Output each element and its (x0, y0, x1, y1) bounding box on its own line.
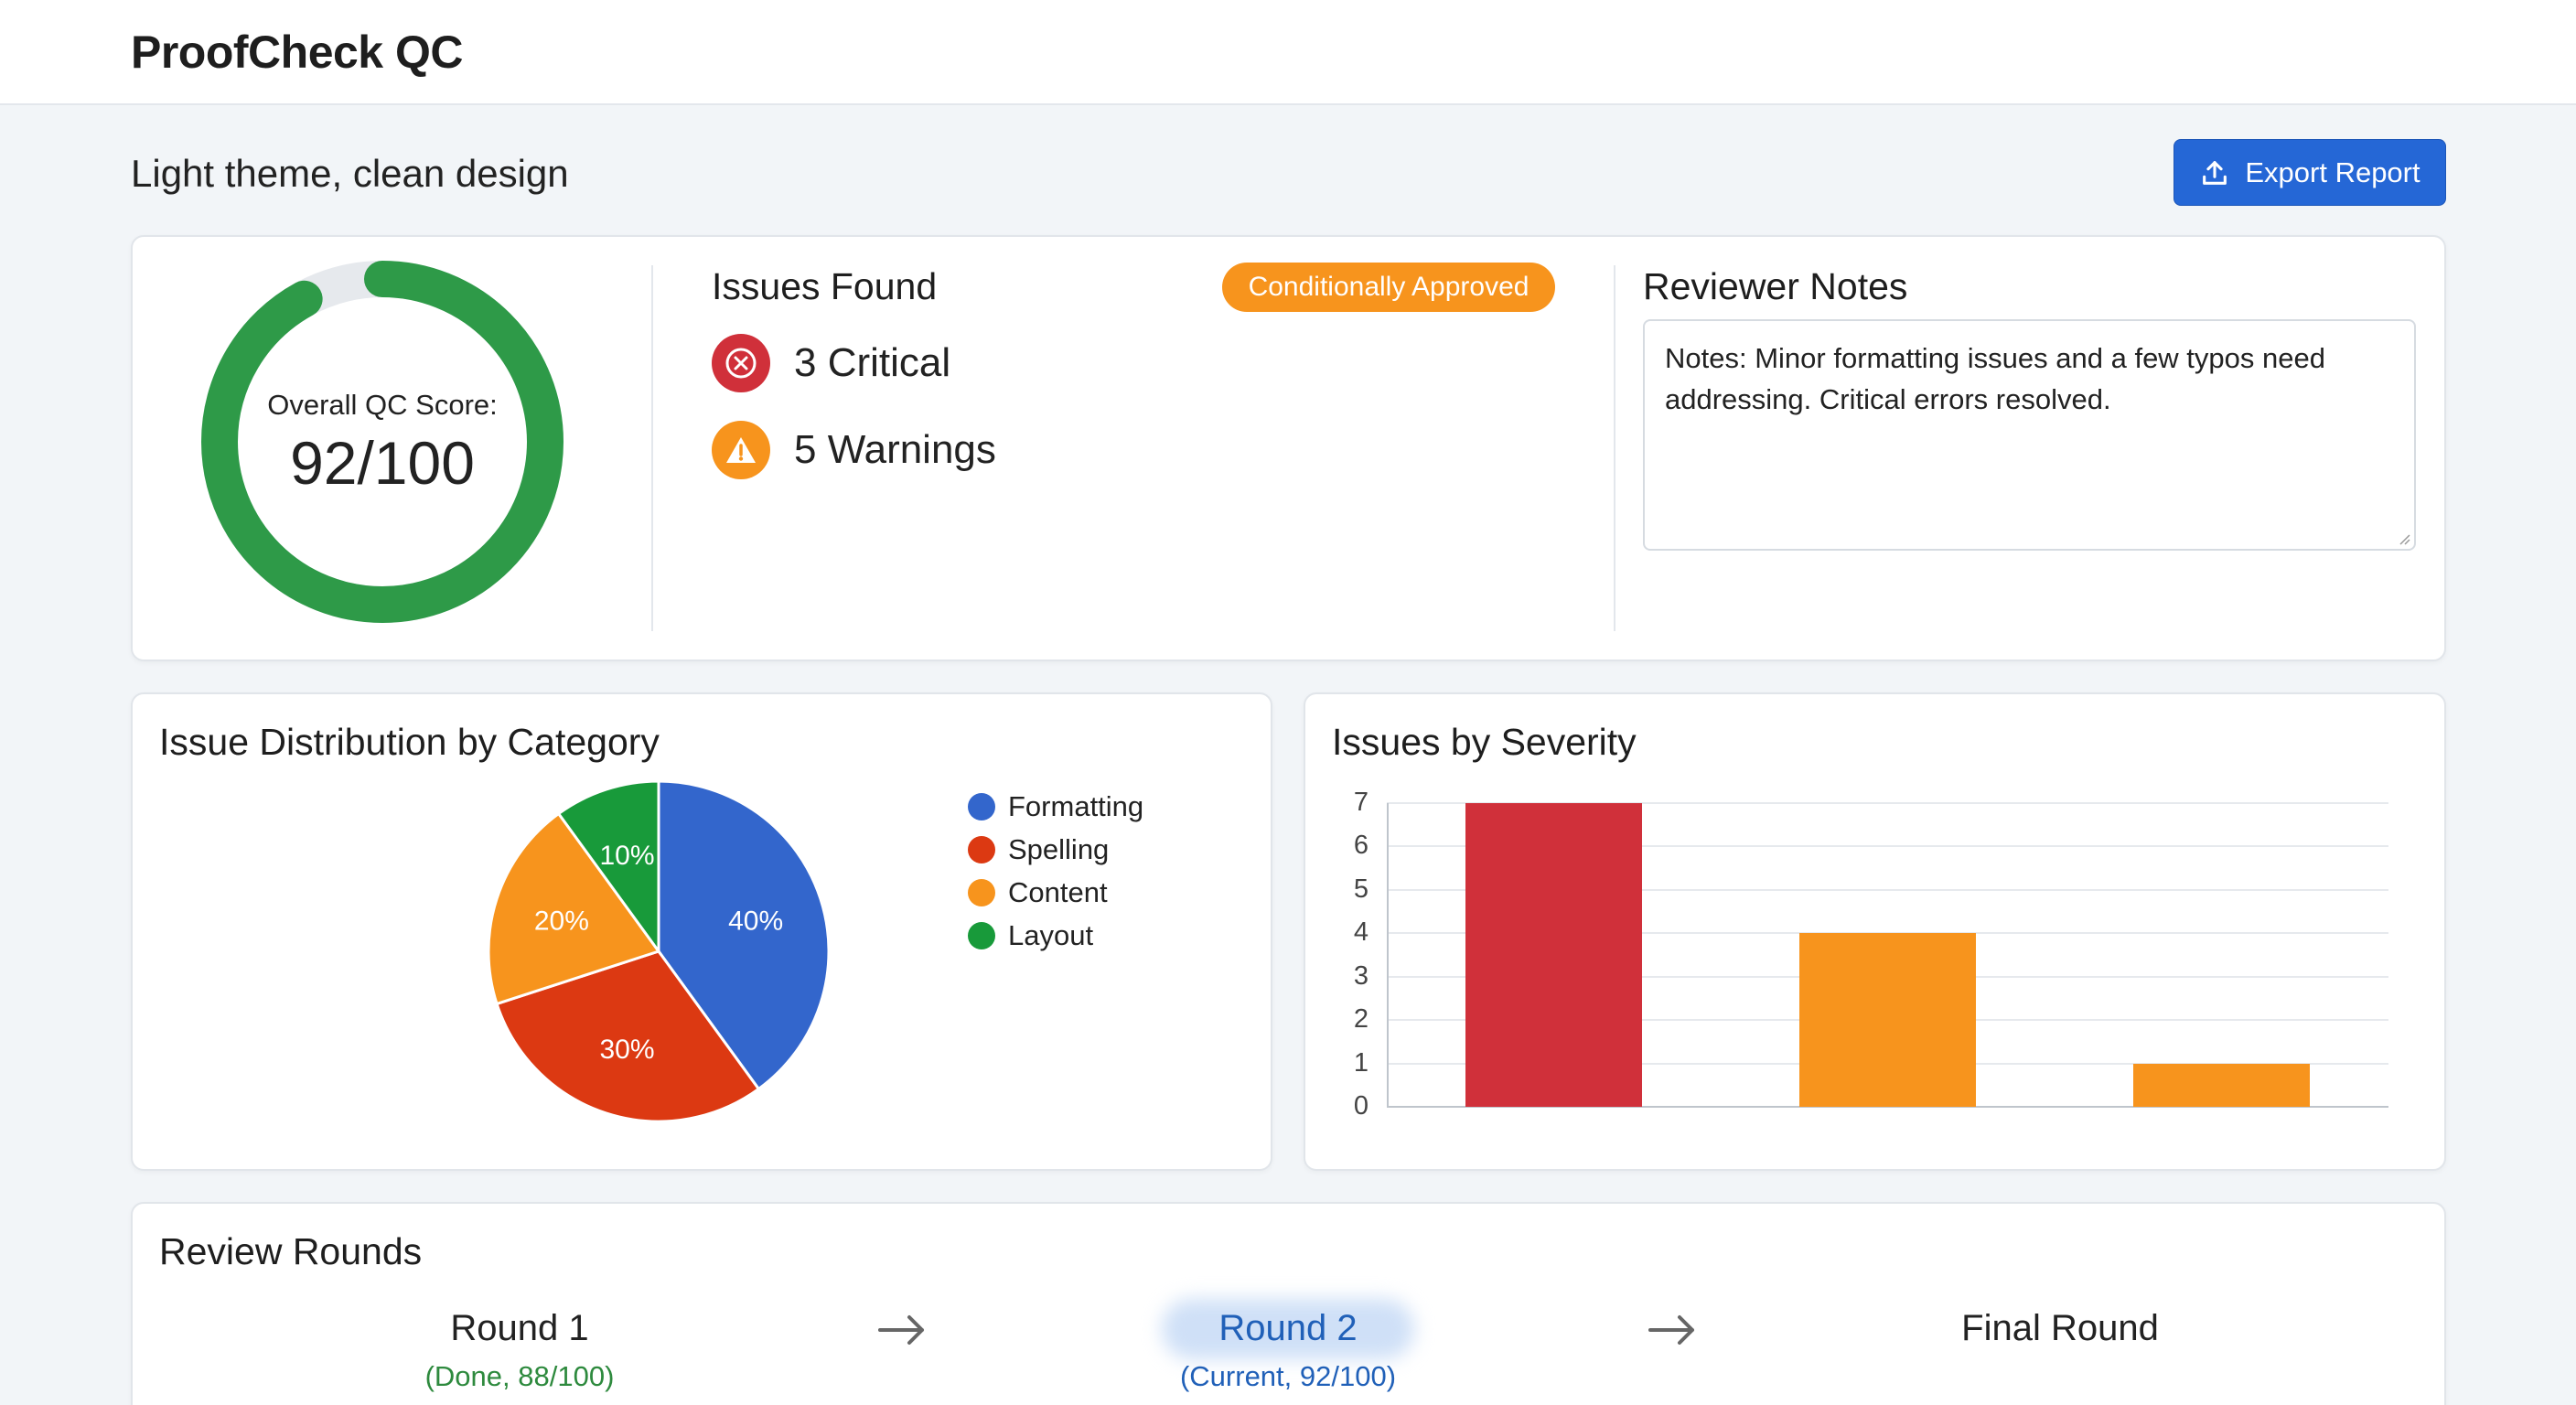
severity-bar (2132, 1063, 2311, 1107)
arrow-right-icon (1648, 1315, 1694, 1345)
legend-item-content: Content (968, 871, 1143, 914)
round-1-status: (Done, 88/100) (424, 1360, 615, 1392)
pie-label-formatting: 40% (728, 906, 783, 937)
y-tick-label: 2 (1353, 1004, 1368, 1035)
export-report-label: Export Report (2245, 156, 2420, 188)
y-tick-label: 6 (1353, 831, 1368, 861)
score-progress-arc (201, 261, 564, 623)
severity-bar (1798, 933, 1977, 1107)
y-tick-label: 4 (1353, 917, 1368, 948)
legend-label-layout: Layout (1008, 918, 1094, 951)
round-2-status: (Current, 92/100) (1179, 1360, 1397, 1392)
current-round-highlight (1162, 1299, 1414, 1359)
score-ring (201, 261, 564, 623)
warnings-row: 5 Warnings (712, 421, 996, 479)
export-report-button[interactable]: Export Report (2174, 139, 2446, 206)
severity-chart-title: Issues by Severity (1332, 721, 1637, 763)
summary-divider-left (651, 265, 653, 631)
legend-label-formatting: Formatting (1008, 789, 1144, 822)
y-tick-label: 5 (1353, 874, 1368, 904)
score-value: 92/100 (290, 429, 475, 497)
critical-error-icon (712, 334, 770, 392)
y-tick-label: 7 (1353, 788, 1368, 817)
category-chart-title: Issue Distribution by Category (159, 721, 660, 763)
legend-item-formatting: Formatting (968, 785, 1143, 828)
pie-label-layout: 10% (599, 841, 654, 871)
round-1-name[interactable]: Round 1 (450, 1308, 589, 1348)
y-tick-label: 3 (1353, 960, 1368, 991)
status-badge: Conditionally Approved (1222, 263, 1555, 312)
resize-grip-icon[interactable] (2396, 531, 2410, 545)
reviewer-notes-textarea[interactable]: Notes: Minor formatting issues and a few… (1643, 319, 2416, 551)
legend-label-spelling: Spelling (1008, 832, 1110, 865)
gridline (1387, 802, 2388, 804)
pie-slice-formatting (657, 779, 831, 1091)
severity-bar-chart: 0 1 2 3 4 5 6 7 (1332, 787, 2393, 1121)
pie-slice-content (487, 811, 661, 1006)
gridline (1387, 845, 2388, 848)
summary-divider-right (1614, 265, 1615, 631)
reviewer-notes-title: Reviewer Notes (1643, 265, 1908, 307)
pie-label-content: 20% (534, 906, 589, 937)
round-2-name[interactable]: Round 2 (1218, 1308, 1358, 1348)
reviewer-notes-text: Notes: Minor formatting issues and a few… (1665, 342, 2325, 415)
pie-slice-spelling (495, 949, 761, 1123)
upload-icon (2203, 160, 2227, 185)
gridline (1387, 888, 2388, 891)
y-tick-label: 0 (1353, 1091, 1368, 1121)
critical-issues-row: 3 Critical (712, 334, 950, 392)
score-label: Overall QC Score: (267, 389, 498, 421)
legend-item-layout: Layout (968, 914, 1143, 957)
warning-icon (712, 421, 770, 479)
arrow-right-icon (878, 1315, 924, 1345)
final-round-name[interactable]: Final Round (1961, 1308, 2159, 1348)
y-tick-label: 1 (1353, 1047, 1368, 1078)
pie-slice-layout (556, 779, 660, 956)
critical-count: 3 Critical (794, 340, 951, 385)
category-pie-chart: 40% 30% 20% 10% (487, 779, 831, 1123)
legend-dot-spelling (968, 835, 995, 863)
review-rounds-title: Review Rounds (159, 1230, 423, 1272)
gridline (1387, 1106, 2388, 1108)
legend-label-content: Content (1008, 875, 1108, 908)
category-legend: Formatting Spelling Content Layout (968, 785, 1143, 957)
app-title: ProofCheck QC (131, 27, 464, 78)
top-bar: ProofCheck QC (0, 0, 2576, 105)
legend-dot-layout (968, 921, 995, 949)
pie-label-spelling: 30% (599, 1035, 654, 1065)
page-subtitle: Light theme, clean design (131, 152, 569, 195)
issues-found-title: Issues Found (712, 265, 938, 307)
y-axis-line (1387, 803, 1389, 1107)
legend-dot-formatting (968, 792, 995, 820)
severity-bar (1465, 803, 1643, 1107)
legend-dot-content (968, 878, 995, 906)
warnings-count: 5 Warnings (794, 427, 996, 472)
legend-item-spelling: Spelling (968, 828, 1143, 871)
